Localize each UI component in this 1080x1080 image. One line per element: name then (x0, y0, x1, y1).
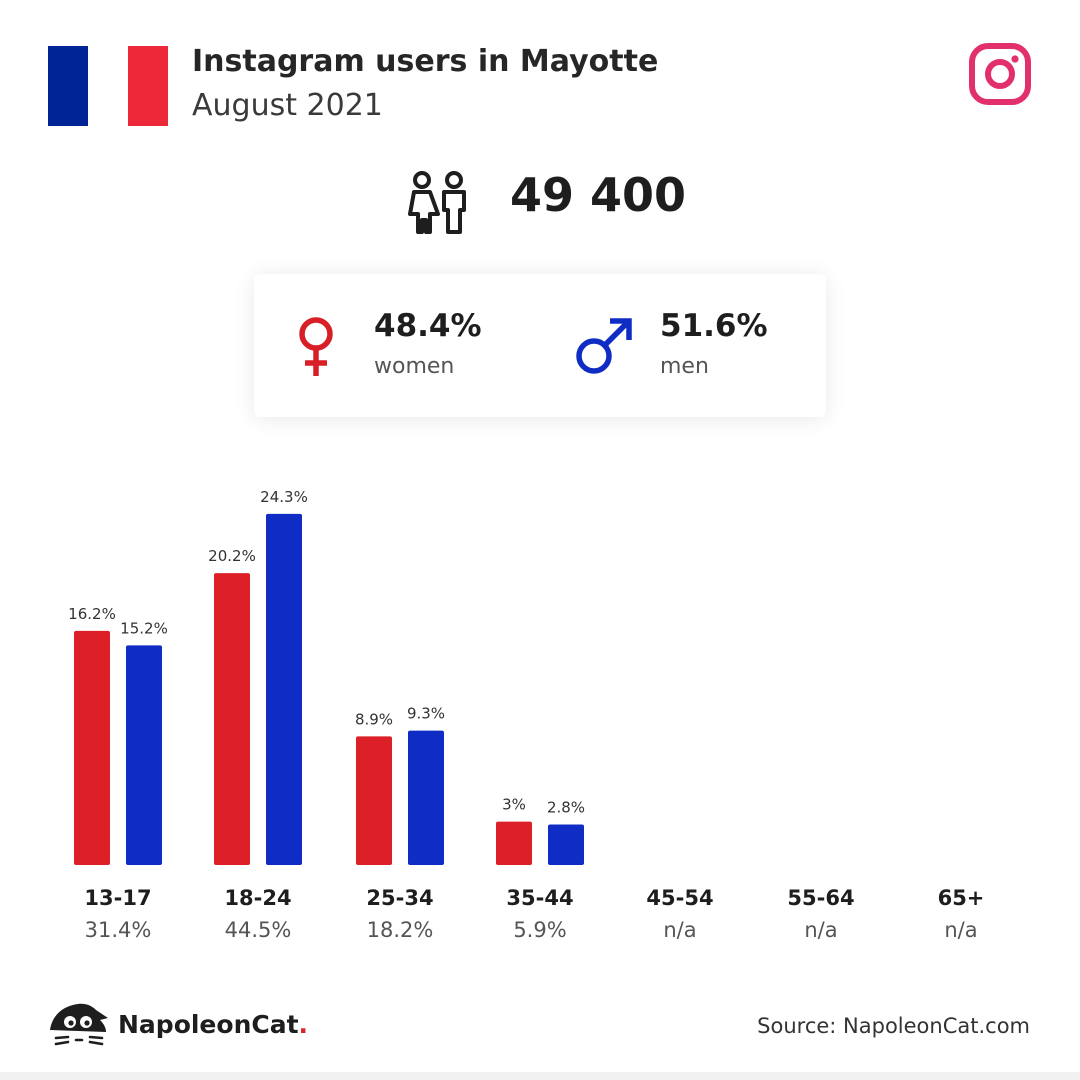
women-bar-label-18-24: 20.2% (208, 547, 256, 565)
gender-card: 48.4% women 51.6% men (254, 274, 826, 417)
footer-strip (0, 1072, 1080, 1080)
men-bar-label-13-17: 15.2% (120, 619, 168, 637)
flag-stripe-blue (48, 46, 88, 126)
women-bar-label-35-44: 3% (502, 796, 526, 814)
women-bar-35-44 (496, 821, 532, 865)
age-group-total: 5.9% (513, 918, 567, 942)
page-title: Instagram users in Mayotte (192, 44, 659, 79)
women-bar-25-34 (356, 736, 392, 865)
age-group-total: n/a (663, 918, 697, 942)
flag-stripe-red (128, 46, 168, 126)
men-bar-label-25-34: 9.3% (407, 705, 445, 723)
men-label: men (660, 354, 709, 379)
age-group-label: 25-34 (366, 886, 434, 910)
men-bar-label-35-44: 2.8% (547, 799, 585, 817)
age-group-label: 35-44 (506, 886, 574, 910)
brand-dot: . (298, 1010, 309, 1039)
male-icon (576, 318, 632, 374)
female-icon (299, 317, 333, 376)
age-group-total: n/a (804, 918, 838, 942)
source-text: Source: NapoleonCat.com (757, 1014, 1030, 1038)
age-group-total: 31.4% (84, 918, 152, 942)
country-flag (48, 46, 168, 126)
women-percentage: 48.4% (374, 308, 482, 344)
age-gender-bar-chart: 16.2% 20.2% 8.9% 3% 15.2% 24.3% 9.3% 2.8% (68, 488, 585, 865)
page-subtitle: August 2021 (192, 88, 383, 123)
women-label: women (374, 354, 455, 379)
age-group-label: 45-54 (646, 886, 714, 910)
brand-name: NapoleonCat. (118, 1010, 308, 1039)
age-group-label: 18-24 (224, 886, 292, 910)
napoleoncat-logo-icon (50, 1003, 108, 1046)
women-bar-18-24 (214, 573, 250, 865)
instagram-icon (969, 43, 1031, 105)
women-bar-label-25-34: 8.9% (355, 710, 393, 728)
men-bar-13-17 (126, 645, 162, 865)
men-bar-25-34 (408, 730, 444, 865)
men-bar-35-44 (548, 824, 584, 865)
total-users: 49 400 (510, 168, 687, 222)
men-percentage: 51.6% (660, 308, 768, 344)
age-group-label: 55-64 (787, 886, 855, 910)
age-group-total: 18.2% (366, 918, 434, 942)
age-group-label: 13-17 (84, 886, 152, 910)
people-icon (408, 171, 466, 234)
flag-stripe-white (88, 46, 128, 126)
age-group-total: n/a (944, 918, 978, 942)
brand-text: NapoleonCat (118, 1010, 299, 1039)
women-bar-label-13-17: 16.2% (68, 605, 116, 623)
men-bar-label-18-24: 24.3% (260, 488, 308, 506)
men-bar-18-24 (266, 513, 302, 865)
age-group-label: 65+ (937, 886, 985, 910)
women-bar-13-17 (74, 630, 110, 865)
age-group-total: 44.5% (224, 918, 292, 942)
